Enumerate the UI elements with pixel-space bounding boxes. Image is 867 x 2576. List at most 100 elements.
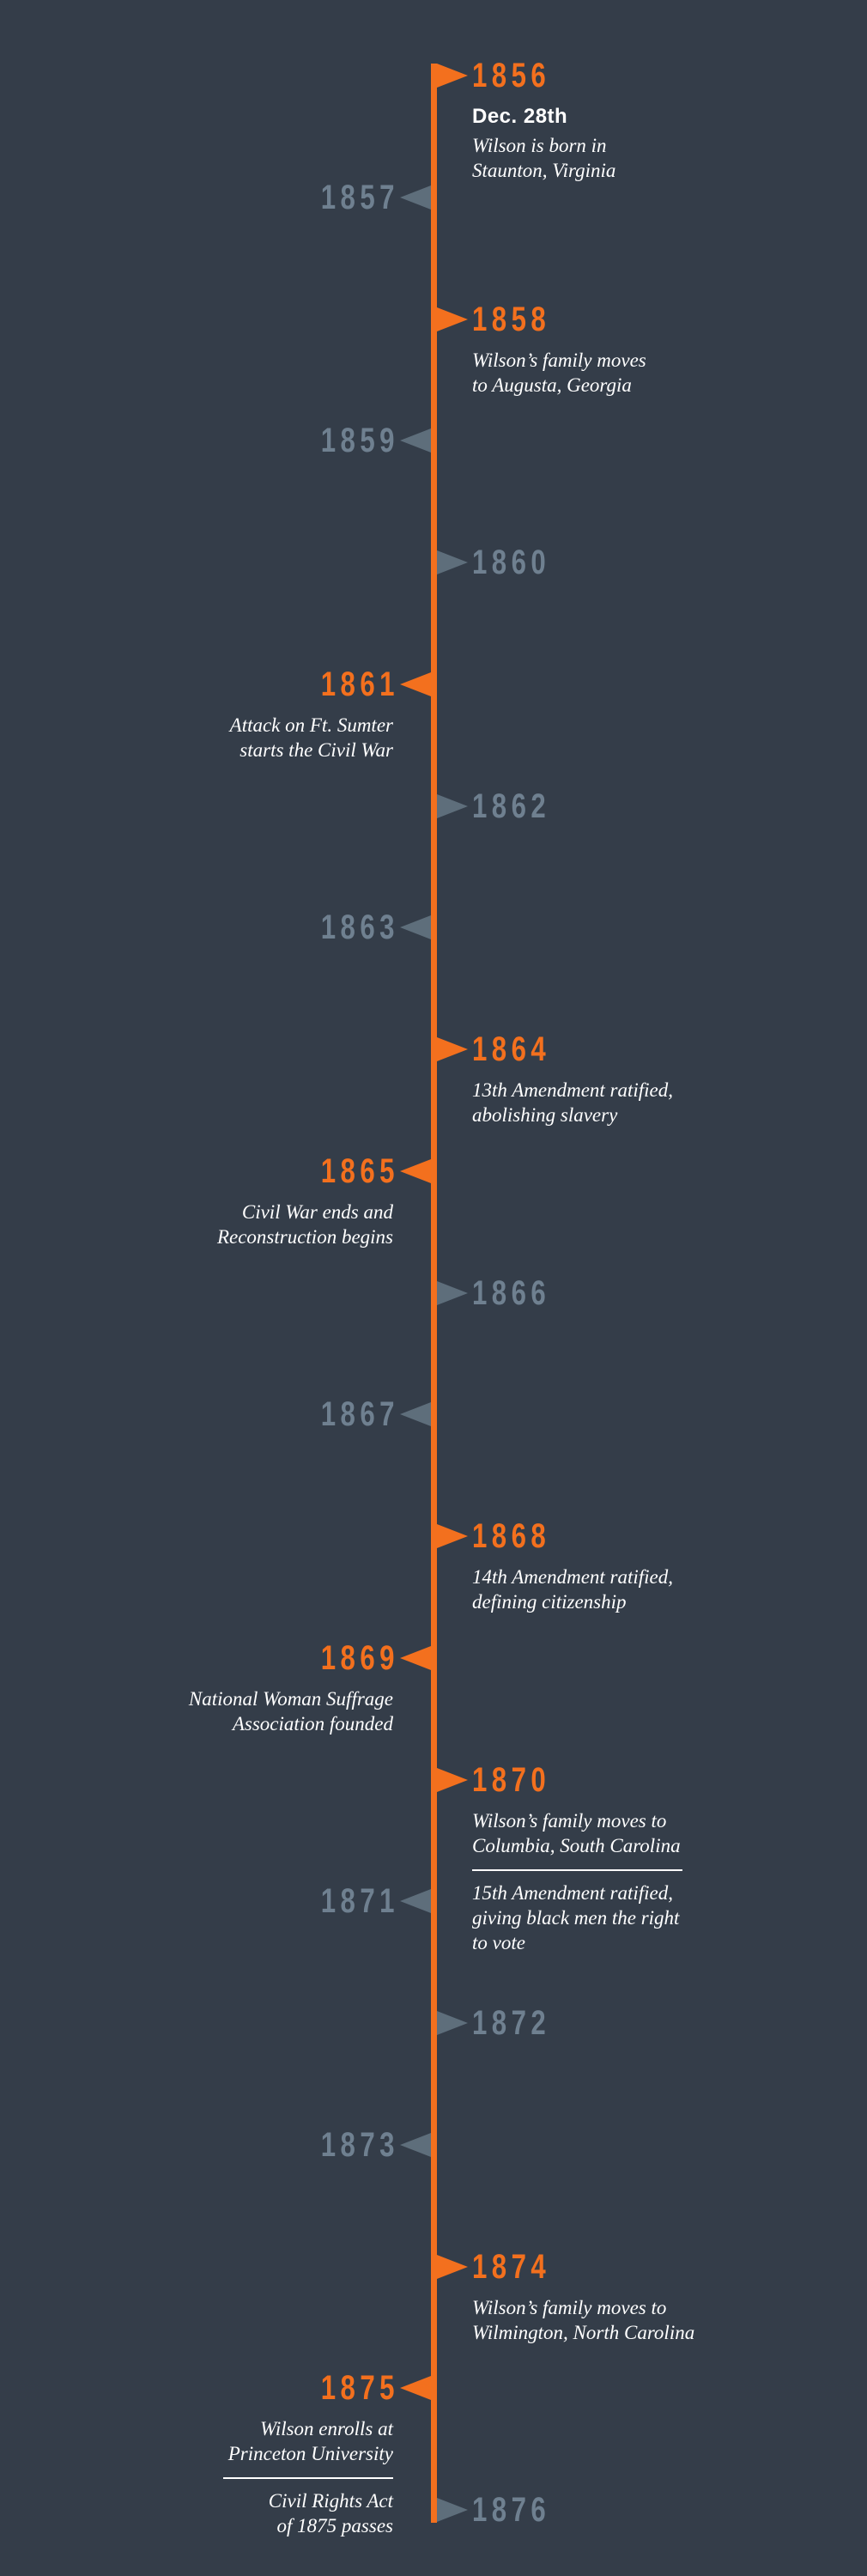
event-line: starts the Civil War (239, 738, 393, 761)
year-label: 1856 (472, 57, 551, 94)
year-row: 1864 (437, 1030, 867, 1068)
year-pointer-icon (400, 428, 431, 453)
year-label: 1872 (472, 2004, 551, 2042)
event-line: Civil War ends and (241, 1200, 393, 1223)
event-text: Civil War ends and Reconstruction begins (0, 1200, 393, 1249)
event-divider (223, 2477, 393, 2480)
timeline-entry: 1862 (437, 788, 867, 824)
year-label: 1862 (472, 787, 551, 825)
year-row: 1865 (0, 1153, 431, 1189)
year-pointer-icon (400, 2376, 431, 2401)
year-pointer-icon (437, 1767, 468, 1792)
year-row: 1871 (0, 1883, 431, 1919)
event-line: Princeton University (227, 2443, 393, 2465)
year-pointer-icon (400, 915, 431, 940)
timeline-entry: 1873 (0, 2127, 431, 2163)
event-line: Wilson enrolls at (259, 2418, 393, 2440)
event-line: 15th Amendment ratified, (472, 1881, 674, 1904)
event-line: to Augusta, Georgia (472, 374, 632, 396)
year-row: 1870 (437, 1760, 867, 1799)
year-label: 1875 (320, 2369, 399, 2408)
event-divider (472, 1868, 682, 1871)
year-pointer-icon (400, 1402, 431, 1427)
event-text: National Woman Suffrage Association found… (0, 1686, 393, 1736)
event-line: Wilson’s family moves to (472, 1809, 667, 1832)
year-pointer-icon (437, 2011, 468, 2035)
year-row: 1876 (437, 2491, 867, 2529)
event-text: Wilson enrolls at Princeton University Civ… (0, 2416, 393, 2538)
event-text: Wilson’s family moves to Wilmington, Nort… (472, 2295, 867, 2345)
timeline-entry: 1864 13th Amendment ratified, abolishing … (437, 1031, 867, 1127)
event-line: Wilson’s family moves (472, 349, 646, 371)
year-row: 1869 (0, 1640, 431, 1676)
event-date: Dec. 28th (472, 105, 568, 128)
year-label: 1864 (472, 1030, 551, 1068)
year-pointer-icon (400, 1158, 431, 1183)
timeline-entry: 1861 Attack on Ft. Sumter starts the Civi… (0, 666, 431, 762)
year-pointer-icon (400, 671, 431, 696)
year-row: 1860 (437, 544, 867, 581)
year-label: 1876 (472, 2491, 551, 2529)
event-line: National Woman Suffrage (188, 1687, 393, 1710)
timeline-entry: 1859 (0, 422, 431, 459)
year-label: 1871 (320, 1882, 399, 1921)
timeline-entry: 1874 Wilson’s family moves to Wilmington,… (437, 2249, 867, 2345)
year-pointer-icon (400, 185, 431, 210)
year-row: 1862 (437, 787, 867, 825)
year-label: 1858 (472, 300, 551, 338)
year-label: 1868 (472, 1517, 551, 1555)
year-row: 1872 (437, 2004, 867, 2042)
year-row: 1857 (0, 179, 431, 216)
year-pointer-icon (437, 64, 468, 88)
year-label: 1874 (472, 2247, 551, 2286)
event-line: to vote (472, 1931, 525, 1953)
year-row: 1867 (0, 1396, 431, 1432)
year-label: 1866 (472, 1273, 551, 1312)
timeline-entry: 1876 (437, 2492, 867, 2528)
timeline-entry: 1875 Wilson enrolls at Princeton Universi… (0, 2370, 431, 2538)
event-text: Dec. 28th Wilson is born in Staunton, Virg… (472, 104, 867, 183)
year-row: 1863 (0, 909, 431, 945)
event-line: Wilmington, North Carolina (472, 2321, 695, 2343)
year-row: 1868 (437, 1517, 867, 1555)
timeline-entry: 1871 (0, 1883, 431, 1919)
event-line: Attack on Ft. Sumter (229, 714, 393, 736)
event-line: of 1875 passes (276, 2515, 393, 2537)
year-row: 1858 (437, 300, 867, 338)
event-line: Association founded (232, 1712, 393, 1735)
year-label: 1869 (320, 1638, 399, 1677)
year-label: 1863 (320, 908, 399, 947)
year-label: 1859 (320, 422, 399, 460)
event-line: 13th Amendment ratified, (472, 1079, 674, 1101)
event-text: 13th Amendment ratified, abolishing slave… (472, 1078, 867, 1127)
event-line: defining citizenship (472, 1591, 627, 1613)
year-label: 1865 (320, 1151, 399, 1190)
timeline-entry: 1863 (0, 909, 431, 945)
year-row: 1875 (0, 2370, 431, 2406)
year-pointer-icon (437, 307, 468, 331)
year-row: 1874 (437, 2247, 867, 2286)
year-pointer-icon (437, 550, 468, 574)
timeline-entry: 1858 Wilson’s family moves to Augusta, Ge… (437, 301, 867, 398)
year-label: 1870 (472, 1760, 551, 1799)
event-text: Wilson’s family moves to Columbia, South … (472, 1808, 867, 1955)
year-pointer-icon (437, 1280, 468, 1305)
event-line: abolishing slavery (472, 1104, 618, 1126)
year-pointer-icon (437, 1524, 468, 1548)
year-label: 1861 (320, 665, 399, 703)
event-line: Civil Rights Act (268, 2490, 393, 2512)
timeline-entry: 1856 Dec. 28th Wilson is born in Staunton,… (437, 58, 867, 183)
event-line: 14th Amendment ratified, (472, 1566, 674, 1588)
year-pointer-icon (400, 2132, 431, 2157)
event-line: giving black men the right (472, 1906, 680, 1929)
year-pointer-icon (437, 2498, 468, 2522)
event-line: Columbia, South Carolina (472, 1834, 681, 1856)
event-text: Attack on Ft. Sumter starts the Civil War (0, 713, 393, 762)
timeline-entry: 1865 Civil War ends and Reconstruction be… (0, 1153, 431, 1249)
event-line: Reconstruction begins (216, 1225, 393, 1248)
timeline-entry: 1867 (0, 1396, 431, 1432)
timeline-entry: 1868 14th Amendment ratified, defining ci… (437, 1518, 867, 1614)
timeline-entry: 1860 (437, 544, 867, 580)
year-label: 1860 (472, 544, 551, 581)
